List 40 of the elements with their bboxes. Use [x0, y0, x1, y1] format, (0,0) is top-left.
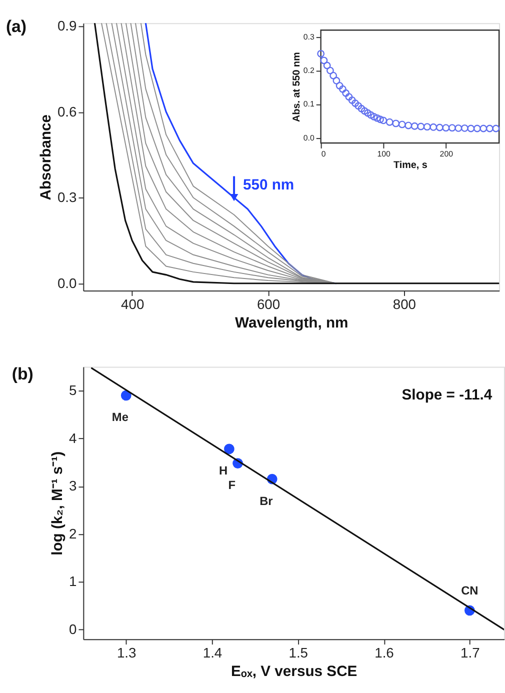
y-tick-label: 1 — [69, 573, 78, 590]
y-tick-label: 0.9 — [57, 17, 78, 34]
x-tick-label: 1.6 — [374, 644, 394, 660]
x-tick-label: 100 — [377, 149, 392, 158]
y-tick-label: 0.6 — [57, 103, 78, 120]
x-axis-title: Time, s — [393, 160, 428, 172]
x-tick-label: 600 — [256, 296, 280, 312]
text: (b) — [12, 364, 34, 384]
x-tick-label: 200 — [440, 149, 454, 158]
y-tick-label: 0.2 — [303, 66, 314, 76]
x-tick-label: 1.5 — [288, 644, 308, 660]
y-tick-label: 0.0 — [303, 133, 315, 142]
x-axis-title: Wavelength, nm — [234, 316, 348, 332]
y-tick-label: 0.3 — [57, 189, 78, 206]
y-tick-label: 5 — [69, 382, 78, 398]
x-tick-label: 800 — [392, 296, 416, 312]
y-tick-label: 4 — [69, 430, 78, 446]
y-axis-title: Absorbance — [38, 114, 55, 200]
annotation: 550 nm — [242, 178, 294, 194]
annotation: Slope = -11.4 — [402, 387, 493, 404]
x-tick-label: 1.7 — [460, 644, 480, 660]
annotation: CN — [461, 584, 478, 598]
x-tick-label: 1.4 — [202, 644, 222, 660]
y-tick-label: 3 — [69, 478, 78, 494]
x-tick-label: 1.3 — [116, 644, 137, 660]
y-tick-label: 2 — [69, 525, 78, 542]
annotation: H — [218, 464, 228, 478]
x-tick-label: 400 — [121, 296, 144, 312]
annotation: Me — [112, 410, 129, 424]
y-tick-label: 0 — [69, 620, 78, 637]
annotation: Br — [260, 494, 274, 508]
x-tick-label: 0 — [321, 149, 326, 158]
text: (a) — [6, 17, 27, 36]
y-axis-title: Abs. at 550 nm — [291, 52, 302, 122]
x-axis-title: Eₒₓ, V versus SCE — [230, 664, 358, 680]
y-axis-title: log (k₂, M⁻¹ s⁻¹) — [50, 451, 66, 556]
annotation: F — [228, 478, 236, 492]
y-tick-label: 0.0 — [57, 274, 78, 291]
y-tick-label: 0.1 — [303, 100, 315, 109]
y-tick-label: 0.3 — [303, 32, 315, 42]
